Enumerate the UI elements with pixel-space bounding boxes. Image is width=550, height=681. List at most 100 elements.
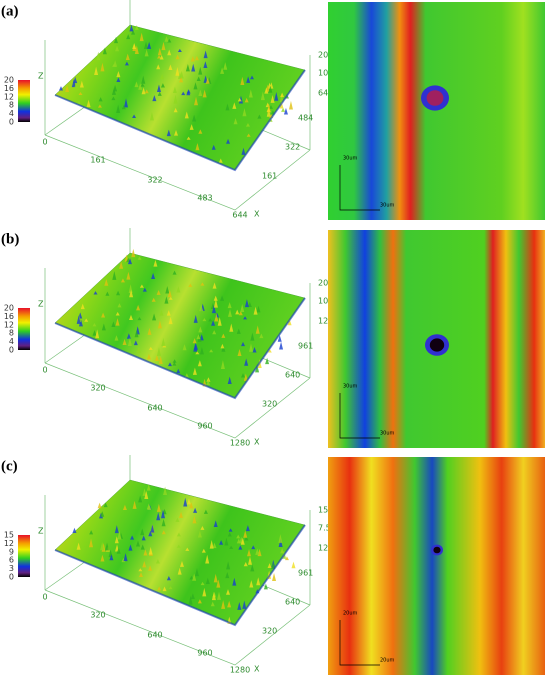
surface-spike — [161, 41, 166, 51]
surface-spike — [168, 362, 173, 367]
surface-spike — [220, 360, 225, 370]
surface-spike — [133, 340, 138, 346]
surface-spike — [139, 32, 144, 42]
surface-spike — [192, 338, 197, 344]
surface-spike — [189, 502, 194, 509]
surface-spike — [123, 553, 128, 562]
surface-spike — [253, 306, 258, 315]
surface-spike — [202, 89, 207, 98]
scale-label-vertical: 30um — [343, 156, 358, 162]
surface-spike — [168, 316, 173, 325]
surface-spike — [226, 138, 231, 144]
surface-spike — [267, 563, 272, 569]
surface-spike — [226, 561, 231, 570]
colorbar-tick: 12 — [4, 92, 14, 101]
surface-spike — [264, 87, 269, 94]
scale-bar — [339, 393, 380, 439]
surface-spike — [146, 484, 151, 491]
surface — [54, 252, 306, 399]
surface-spike — [205, 554, 210, 564]
surface-spike — [129, 289, 134, 298]
surface-spike — [280, 547, 285, 554]
x-tick-label: 320 — [90, 384, 105, 393]
colorbar — [18, 308, 30, 350]
surface-spike — [65, 85, 70, 93]
surface-spike — [160, 73, 165, 80]
surface-spike — [198, 129, 203, 134]
surface-spike — [236, 534, 241, 539]
surface-spike — [248, 556, 253, 565]
surface-spike — [246, 76, 251, 83]
surface-spike — [268, 85, 273, 93]
surface-spike — [266, 108, 271, 117]
surface-spike — [250, 75, 255, 80]
y-tick-label: 961 — [298, 342, 313, 351]
surface-spike — [109, 554, 114, 561]
surface-spike — [176, 544, 181, 548]
surface-spike — [220, 343, 225, 349]
surface-spike — [176, 368, 181, 374]
surface-spike — [161, 337, 166, 347]
surface-spike — [144, 89, 149, 94]
surface-spike — [274, 92, 279, 101]
surface-spike — [114, 536, 119, 544]
surface-spike — [78, 319, 83, 327]
surface-spike — [220, 295, 225, 301]
x-label: X — [254, 665, 260, 674]
surface-spike — [157, 55, 162, 59]
surface-spike — [93, 291, 98, 295]
surface-spike — [122, 504, 127, 511]
surface-spike — [291, 561, 296, 569]
y-tick-label: 320 — [262, 400, 277, 409]
surface-spike — [116, 71, 121, 78]
surface-spike — [244, 97, 249, 103]
surface-spike — [198, 66, 203, 75]
surface — [54, 479, 306, 626]
surface-spike — [199, 347, 204, 355]
surface-spike — [241, 373, 246, 378]
surface-spike — [136, 540, 141, 547]
surface-spike — [197, 360, 202, 367]
surface-spike — [140, 83, 145, 87]
colorbar — [18, 80, 30, 122]
surface-spike — [240, 76, 245, 85]
surface-spike — [250, 332, 255, 341]
colorbar-tick: 20 — [4, 304, 14, 313]
colorbar-tick: 0 — [9, 118, 14, 127]
surface-spike — [138, 83, 143, 90]
surface-spike — [211, 320, 216, 326]
surface-spike — [227, 376, 232, 384]
surface-spike — [138, 572, 143, 578]
surface-spike — [212, 330, 217, 335]
surface-spike — [158, 355, 163, 364]
surface-spike — [97, 502, 102, 509]
x-tick-label: 0 — [42, 366, 47, 375]
surface-spike — [115, 45, 120, 52]
surface-spike — [206, 377, 211, 382]
surface-spike — [139, 284, 144, 288]
surface-spike — [194, 521, 199, 525]
surface-spike — [250, 564, 255, 572]
surface-spike — [194, 96, 199, 106]
surface-spike — [188, 283, 193, 287]
surface-spike — [213, 520, 218, 527]
surface-spike — [156, 64, 161, 70]
surface-spike — [132, 500, 137, 509]
x-tick-label: 640 — [147, 404, 162, 413]
surface-spike — [120, 278, 125, 283]
surface-spike — [119, 261, 124, 269]
surface-spike — [256, 577, 261, 586]
surface-spike — [167, 289, 172, 298]
colorbar-tick: 16 — [4, 84, 14, 93]
surface-spike — [175, 517, 180, 522]
surface-spike — [266, 107, 271, 112]
colorbar-tick: 15 — [4, 531, 14, 540]
surface-spike — [211, 304, 216, 314]
y-tick-label: 322 — [285, 143, 300, 152]
surface-spike — [198, 89, 203, 97]
surface-spike — [184, 373, 189, 378]
surface-spike — [173, 94, 178, 104]
scale-label-vertical: 20um — [343, 611, 358, 617]
x-tick-label: 0 — [42, 138, 47, 147]
surface-edge — [54, 524, 306, 627]
